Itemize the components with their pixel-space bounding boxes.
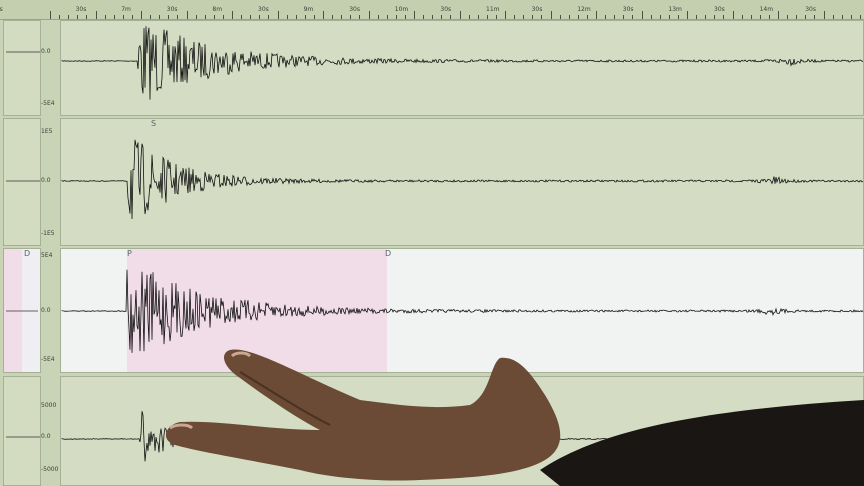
trace-row-1[interactable]: 0.0 -5E4	[0, 20, 864, 116]
axis-label: 5E4	[41, 252, 53, 259]
amplitude-axis: 0.0 -5E4	[41, 20, 59, 116]
amplitude-axis: 1E5 0.0 -1E5	[41, 118, 59, 246]
trace-overview	[3, 376, 41, 486]
trace-row-2[interactable]: 1E5 0.0 -1E5 S	[0, 118, 864, 246]
axis-label: -5E4	[41, 356, 55, 363]
d-marker[interactable]: D	[385, 249, 392, 258]
time-tick-label: 12m	[577, 6, 591, 13]
s-wave-marker[interactable]: S	[151, 119, 157, 128]
time-tick-label: 30s	[166, 6, 178, 13]
seismic-trace	[61, 139, 864, 220]
time-tick-label: 14m	[759, 6, 774, 13]
amplitude-axis: 5000 0.0 -5000	[41, 376, 59, 486]
time-tick-label: 30s	[531, 6, 543, 13]
axis-label: 0.0	[41, 307, 51, 314]
seismic-trace	[61, 269, 864, 353]
axis-label: 0.0	[41, 177, 51, 184]
time-tick-label: 30s	[75, 6, 87, 13]
trace-overview	[3, 20, 41, 116]
time-tick-label: 30s	[805, 6, 816, 13]
trace-overview	[3, 118, 41, 246]
axis-label: -5E4	[41, 100, 55, 107]
trace-overview: D	[3, 248, 41, 373]
time-tick-label: 9m	[303, 6, 314, 13]
p-wave-marker[interactable]: P	[127, 249, 132, 258]
amplitude-axis: 5E4 0.0 -5E4	[41, 248, 59, 373]
time-tick-label: 30s	[622, 6, 634, 13]
time-tick-label: 30s	[349, 6, 360, 13]
time-tick-label: 30s	[714, 6, 725, 13]
time-tick-label: 30s	[258, 6, 269, 13]
time-ruler: 34s 30s 7m 30s 8m 30s 9m 30s 10m 30s 11m 30s 12m 30s 1…	[0, 0, 864, 20]
trace-row-3[interactable]: D 5E4 0.0 -5E4 P D	[0, 248, 864, 373]
axis-label: 5000	[41, 402, 57, 409]
axis-label: -5000	[41, 466, 59, 473]
waveform-panel[interactable]	[60, 20, 864, 116]
axis-label: -1E5	[41, 230, 55, 237]
seismic-trace	[61, 26, 864, 100]
axis-label: 0.0	[41, 48, 51, 55]
d-marker: D	[24, 249, 31, 258]
time-tick-label: 8m	[212, 6, 223, 13]
time-tick-label: 13m	[668, 6, 682, 13]
time-tick-label: 11m	[486, 6, 500, 13]
axis-label: 1E5	[41, 128, 53, 135]
time-tick-label: 34s	[0, 6, 3, 13]
time-tick-label: 10m	[394, 6, 409, 13]
axis-label: 0.0	[41, 433, 51, 440]
time-tick-label: 7m	[121, 6, 131, 13]
time-tick-label: 30s	[440, 6, 452, 13]
